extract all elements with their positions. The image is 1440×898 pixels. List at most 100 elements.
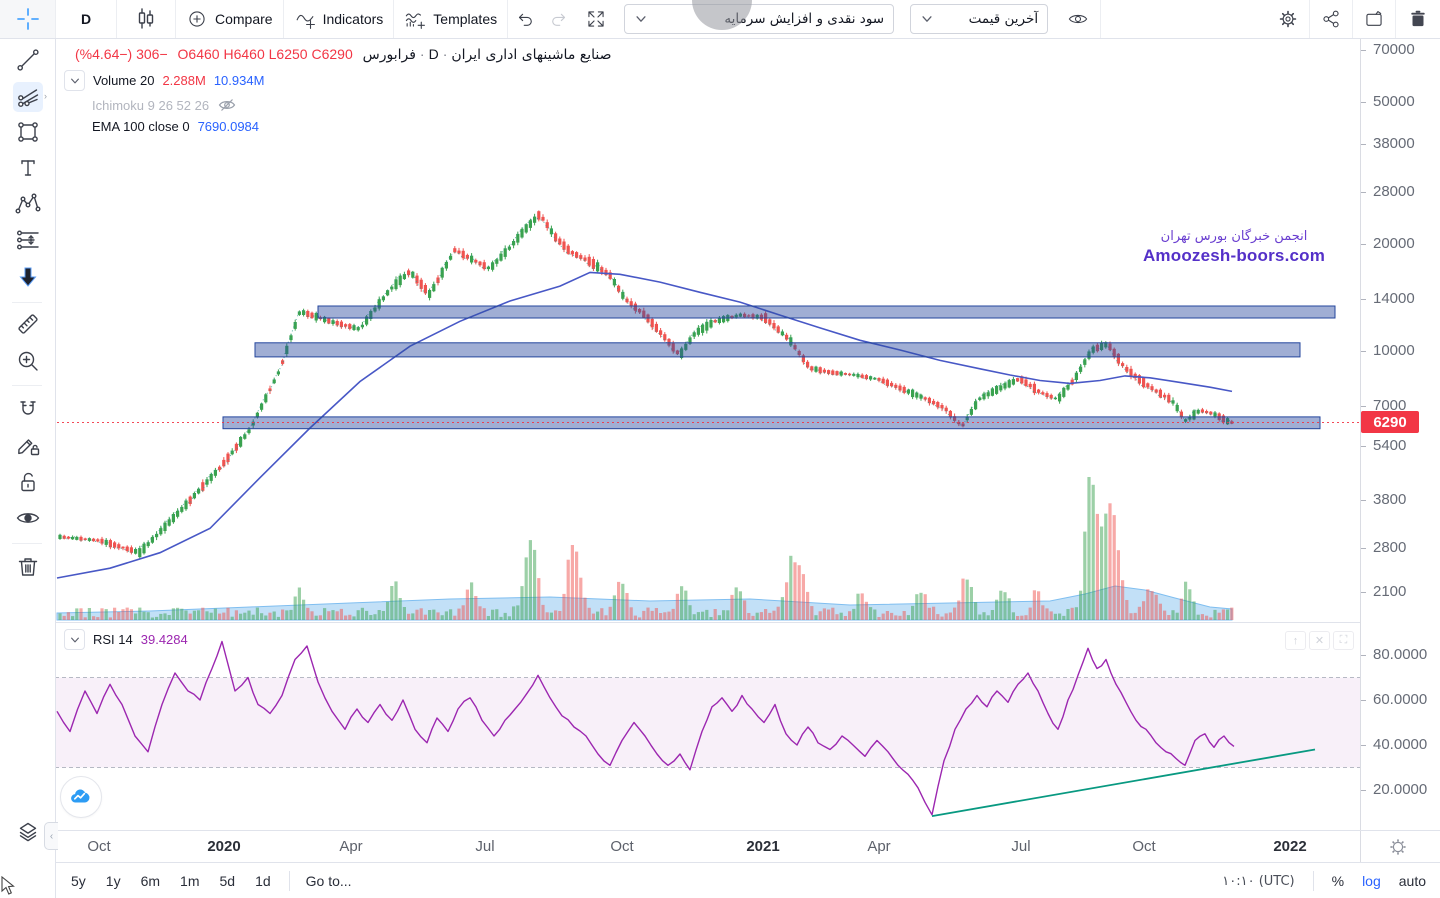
pitchfork-tool-button[interactable] [13,82,43,112]
price-mode-dropdown[interactable]: آخرین قیمت [910,4,1049,34]
chevron-down-icon [69,634,81,646]
xabcd-pattern-tool-button[interactable] [13,189,43,219]
top-toolbar: D Compare Indicators Templates [0,0,1440,39]
settings-button[interactable] [1267,0,1309,38]
symbol-name: صنایع ماشینهای اداری ایران [451,47,612,63]
redo-button[interactable] [542,0,576,38]
arrow-marker-icon [14,263,42,291]
pane-divider[interactable] [55,622,1440,623]
interval-button[interactable]: D [56,0,116,38]
text-tool-button[interactable] [13,153,43,183]
crosshair-tool-button[interactable] [0,0,55,38]
shapes-tool-button[interactable] [13,117,43,147]
arrow-marker-tool-button[interactable] [13,262,43,292]
bottom-toolbar: 5y 1y 6m 1m 5d 1d Go to... ۱۰:۱۰ (UTC) % log … [55,862,1440,898]
rsi-pane-controls: ↑ ✕ ⛶ [1285,631,1354,650]
broker-logo-button[interactable] [60,776,102,818]
tool-expand-caret[interactable]: › [44,91,47,101]
measure-icon [14,310,42,338]
measure-tool-button[interactable] [13,309,43,339]
time-axis-settings-icon[interactable] [1387,836,1409,858]
chevron-down-icon [634,12,648,26]
undo-button[interactable] [508,0,542,38]
indicators-icon [294,8,316,30]
pane-collapse-tab[interactable]: ‹ [44,822,58,850]
range-1y-button[interactable]: 1y [105,873,121,889]
percent-scale-button[interactable]: % [1331,873,1345,889]
toolbar-divider [116,0,117,38]
indicators-button[interactable]: Indicators [284,0,394,38]
fullscreen-button[interactable] [576,0,616,38]
auto-scale-button[interactable]: auto [1398,873,1426,889]
zoom-in-tool-button[interactable] [13,346,43,376]
time-label-2020: 2020 [207,838,241,855]
axis-tick [1361,700,1366,701]
zoom-in-icon [14,347,42,375]
range-6m-button[interactable]: 6m [140,873,161,889]
chevron-down-icon [69,75,81,87]
time-label-oct: Oct [610,838,634,855]
price-tick-label: 14000 [1373,290,1415,307]
pane-move-up-button[interactable]: ↑ [1285,631,1306,650]
bottom-divider [1312,871,1314,891]
range-5y-button[interactable]: 5y [71,873,86,889]
separator-dot: · [419,46,425,62]
time-label-oct: Oct [87,838,111,855]
screenshot-button[interactable] [1353,0,1395,38]
rsi-indicator-pane[interactable] [55,624,1360,830]
volume-legend: Volume 20 2.288M 10.934M [64,70,264,91]
magnet-tool-button[interactable] [13,394,43,424]
watermark-line2: Amoozesh-boors.com [1142,246,1326,266]
time-axis[interactable]: Oct 2020 Apr Jul Oct 2021 Apr Jul Oct 2022 [55,831,1440,862]
price-axis[interactable]: 70000 50000 38000 28000 20000 14000 10000 7000 5… [1360,38,1440,830]
watch-eye-button[interactable] [1056,0,1100,38]
corporate-actions-dropdown[interactable]: سود نقدی و افزایش سرمایه [624,4,895,34]
delete-button[interactable] [1396,0,1440,38]
pane-close-button[interactable]: ✕ [1309,631,1330,650]
ema-legend: EMA 100 close 0 7690.0984 [92,119,259,134]
eye-crossed-icon[interactable] [217,95,237,115]
legend-collapse-button[interactable] [64,629,85,650]
goto-button[interactable]: Go to... [305,873,352,889]
templates-button[interactable]: Templates [394,0,507,38]
symbol-legend[interactable]: صنایع ماشینهای اداری ایران·D·فرابورس O64… [75,46,612,63]
compare-button[interactable]: Compare [176,0,283,38]
trend-line-tool-button[interactable] [13,45,43,75]
indicators-label: Indicators [322,11,384,27]
volume-title: Volume 20 [93,73,155,88]
hide-drawings-icon [14,504,42,532]
interval-label: D [80,11,92,27]
hide-drawings-tool-button[interactable] [13,503,43,533]
pane-maximize-button[interactable]: ⛶ [1333,631,1354,650]
projection-tool-button[interactable] [13,225,43,255]
lock-drawings-tool-button[interactable] [13,467,43,497]
time-label-jul: Jul [475,838,495,855]
price-tick-label: 3800 [1373,491,1407,508]
projection-icon [14,226,42,254]
undo-icon [514,8,536,30]
rsi-value: 39.4284 [140,632,188,647]
rsi-tick-label: 20.0000 [1373,781,1428,798]
range-1m-button[interactable]: 1m [180,873,200,889]
magnet-icon [14,395,42,423]
stay-in-drawing-mode-tool-button[interactable] [13,431,43,461]
axis-tick [1361,244,1366,245]
volume-ma-value: 10.934M [213,73,265,88]
time-label-2021: 2021 [746,838,780,855]
gear-icon [1277,8,1299,30]
object-tree-tool-button[interactable] [13,817,43,847]
ichimoku-legend: Ichimoku 9 26 52 26 [92,95,237,115]
main-price-chart[interactable] [55,38,1360,622]
log-scale-button[interactable]: log [1362,873,1381,889]
share-button[interactable] [1310,0,1352,38]
clock-label[interactable]: ۱۰:۱۰ (UTC) [1222,873,1295,889]
last-price-label: 6290 [1361,411,1419,433]
ichimoku-title: Ichimoku 9 26 52 26 [92,97,210,113]
legend-collapse-button[interactable] [64,70,85,91]
remove-drawings-tool-button[interactable] [13,552,43,582]
toolbar-divider [393,0,395,38]
time-label-apr: Apr [867,838,891,855]
range-5d-button[interactable]: 5d [219,873,236,889]
range-1d-button[interactable]: 1d [255,873,271,889]
chart-style-button[interactable] [117,0,175,38]
